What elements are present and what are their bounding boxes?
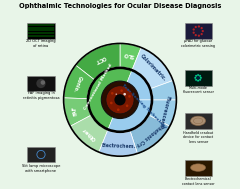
Circle shape (202, 30, 204, 32)
Circle shape (194, 74, 202, 82)
Wedge shape (87, 67, 153, 133)
Text: Electrochemical
contact lens sensor: Electrochemical contact lens sensor (182, 177, 215, 186)
Circle shape (195, 26, 197, 28)
Text: Fluorescent: Fluorescent (158, 94, 171, 127)
Wedge shape (64, 65, 94, 99)
Circle shape (106, 86, 134, 114)
Circle shape (195, 79, 197, 81)
Circle shape (101, 81, 139, 119)
FancyBboxPatch shape (27, 75, 54, 91)
Circle shape (201, 33, 203, 35)
Text: 2D OCT imaging
of retina: 2D OCT imaging of retina (26, 39, 56, 48)
Text: Photonic Cry.: Photonic Cry. (134, 122, 164, 148)
Text: FAF: FAF (72, 105, 79, 115)
Circle shape (111, 92, 114, 95)
Circle shape (198, 35, 200, 37)
Wedge shape (71, 115, 108, 152)
Ellipse shape (191, 164, 205, 171)
Wedge shape (132, 48, 173, 89)
Wedge shape (76, 44, 120, 80)
Circle shape (197, 80, 199, 82)
Wedge shape (99, 130, 137, 156)
Circle shape (195, 34, 197, 36)
Circle shape (126, 105, 128, 107)
Circle shape (200, 77, 202, 79)
Text: Tear Sensing Technology: Tear Sensing Technology (121, 83, 168, 129)
Text: Ophthalmic Technologies for Ocular Disease Diagnosis: Ophthalmic Technologies for Ocular Disea… (19, 4, 221, 9)
FancyBboxPatch shape (185, 160, 212, 176)
Circle shape (117, 108, 120, 111)
Circle shape (195, 75, 197, 77)
Wedge shape (120, 44, 141, 70)
Text: μPAD for glucose
colorimetric sensing: μPAD for glucose colorimetric sensing (181, 39, 215, 48)
Text: FAF imaging in
retinitis pigmentosa: FAF imaging in retinitis pigmentosa (23, 91, 59, 100)
Text: SLO: SLO (123, 51, 135, 58)
Wedge shape (108, 100, 153, 132)
Text: Other: Other (81, 126, 97, 141)
Circle shape (197, 74, 199, 76)
Wedge shape (120, 70, 153, 100)
Circle shape (201, 27, 203, 29)
Wedge shape (64, 98, 91, 126)
Text: Gonio.: Gonio. (72, 75, 82, 93)
Text: Handheld readout
device for contact
lens sensor: Handheld readout device for contact lens… (183, 131, 213, 144)
Text: Multi-mode
fluorescent sensor: Multi-mode fluorescent sensor (183, 86, 214, 94)
Ellipse shape (191, 116, 205, 125)
Circle shape (199, 79, 201, 81)
Wedge shape (130, 115, 169, 153)
FancyBboxPatch shape (185, 113, 212, 129)
Circle shape (198, 25, 200, 28)
Wedge shape (63, 43, 177, 157)
Circle shape (115, 93, 117, 95)
Circle shape (194, 77, 196, 79)
Circle shape (128, 95, 131, 98)
FancyBboxPatch shape (185, 70, 212, 86)
Circle shape (41, 80, 45, 85)
Circle shape (123, 93, 126, 95)
Wedge shape (87, 67, 132, 130)
Text: Slit lamp microscope
with smartphone: Slit lamp microscope with smartphone (22, 164, 60, 173)
Circle shape (192, 32, 195, 34)
Wedge shape (149, 100, 176, 126)
Text: Conventional Method: Conventional Method (83, 63, 113, 111)
Circle shape (110, 102, 113, 104)
Text: Electrochem.: Electrochem. (101, 143, 136, 149)
Circle shape (192, 28, 195, 31)
Text: OCT: OCT (94, 54, 106, 64)
FancyBboxPatch shape (27, 23, 54, 39)
Wedge shape (151, 81, 176, 100)
Text: Colorimetric.: Colorimetric. (139, 53, 167, 82)
FancyBboxPatch shape (27, 146, 54, 163)
Circle shape (114, 94, 126, 105)
Circle shape (120, 89, 123, 92)
Circle shape (199, 75, 201, 77)
Circle shape (36, 79, 46, 88)
FancyBboxPatch shape (185, 23, 212, 39)
